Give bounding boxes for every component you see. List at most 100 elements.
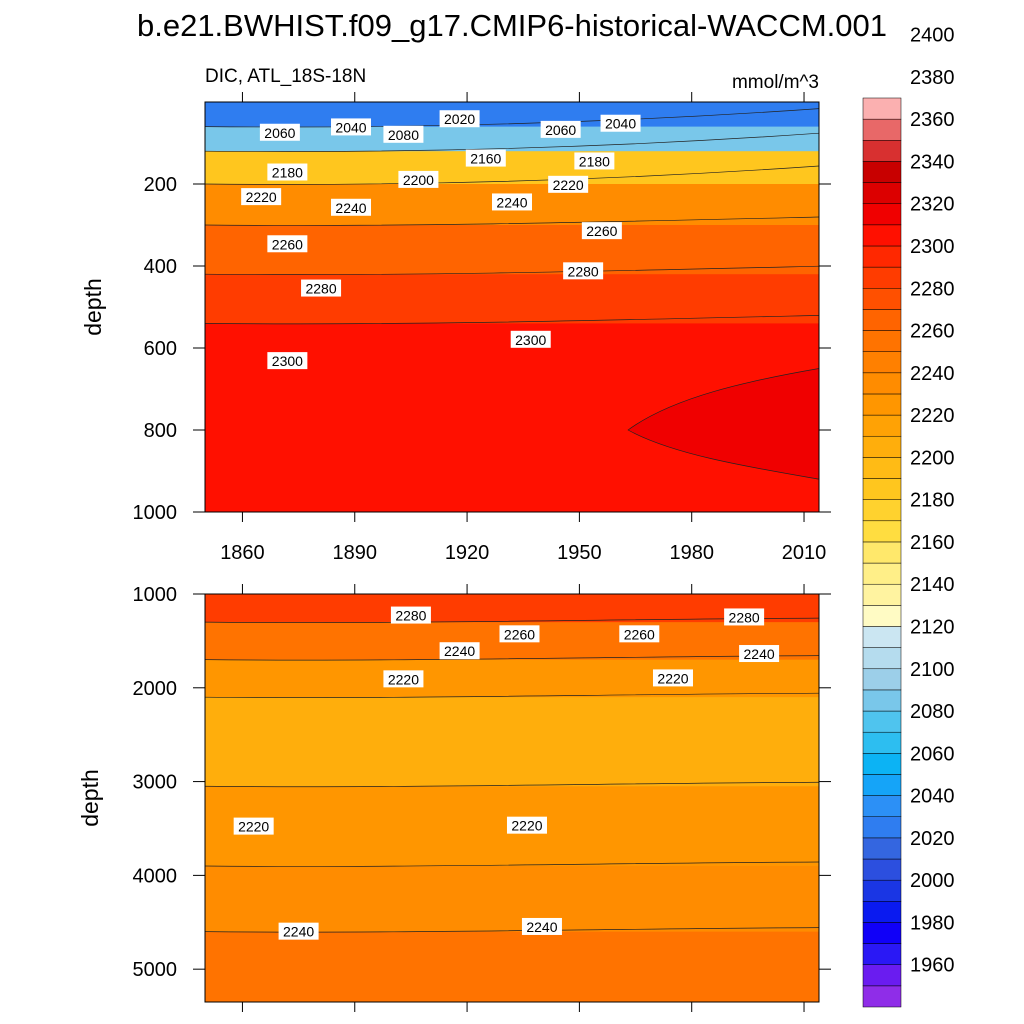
colorbar-tick-label: 2340 xyxy=(910,151,955,173)
colorbar-tick-label: 1960 xyxy=(910,955,955,977)
x-tick-label: 1950 xyxy=(557,542,602,564)
colorbar-swatch xyxy=(862,161,902,183)
colorbar-tick-label: 2260 xyxy=(910,321,955,343)
high-dic-region xyxy=(627,368,819,480)
svg-text:2220: 2220 xyxy=(238,819,269,835)
colorbar-swatch xyxy=(862,118,902,141)
y-tick-label: 3000 xyxy=(133,772,178,794)
colorbar-swatch xyxy=(862,140,902,162)
contour-line xyxy=(205,692,819,698)
contour-label: 2240 xyxy=(278,922,319,940)
colorbar-tick-label: 2160 xyxy=(910,532,955,554)
colorbar-swatch xyxy=(862,414,902,437)
contour-label: 2280 xyxy=(301,279,342,297)
colorbar-tick-label: 2300 xyxy=(910,236,955,258)
colorbar-tick-label: 2380 xyxy=(910,67,955,89)
x-tick-label: 1980 xyxy=(669,542,714,564)
svg-text:2220: 2220 xyxy=(246,189,277,205)
svg-text:2280: 2280 xyxy=(305,281,336,297)
colorbar-swatch xyxy=(862,710,902,733)
colorbar-swatch xyxy=(862,372,902,395)
y-tick-label: 5000 xyxy=(133,959,178,981)
colorbar-swatch xyxy=(862,689,902,712)
colorbar-swatch xyxy=(862,478,902,500)
contour-label: 2240 xyxy=(492,193,532,211)
contour-label: 2220 xyxy=(383,670,424,688)
lower-contour-fill xyxy=(205,594,819,1002)
svg-text:2040: 2040 xyxy=(335,119,366,135)
y-tick-label: 200 xyxy=(144,174,177,196)
colorbar-swatch xyxy=(862,97,902,120)
contour-label: 2240 xyxy=(739,645,780,663)
colorbar-swatch xyxy=(862,626,902,648)
colorbar-swatch xyxy=(862,647,902,670)
svg-text:2200: 2200 xyxy=(403,172,434,188)
colorbar-swatch xyxy=(862,266,902,289)
contour-label: 2220 xyxy=(241,188,282,206)
depth-band xyxy=(205,594,819,623)
contour-label: 2300 xyxy=(510,330,551,348)
colorbar-tick-label: 2280 xyxy=(910,278,955,300)
contour-label: 2260 xyxy=(267,235,308,253)
colorbar-tick-label: 2420 xyxy=(910,0,955,4)
svg-text:2160: 2160 xyxy=(470,151,501,167)
contour-label: 2180 xyxy=(574,152,615,170)
y-tick-label: 600 xyxy=(144,338,177,360)
svg-text:2240: 2240 xyxy=(444,643,475,659)
figure-title: b.e21.BWHIST.f09_g17.CMIP6-historical-WA… xyxy=(137,8,887,43)
y-tick-label: 1000 xyxy=(133,502,178,524)
lower-y-axis: 1000 2000 3000 4000 5000 xyxy=(133,584,831,981)
svg-text:2220: 2220 xyxy=(553,177,584,193)
upper-contour-lines xyxy=(205,108,819,480)
colorbar-swatch xyxy=(862,520,902,543)
colorbar-swatch xyxy=(862,309,902,331)
colorbar-swatch xyxy=(862,879,902,902)
contour-line xyxy=(205,216,819,226)
colorbar-swatch xyxy=(862,858,902,881)
svg-text:2240: 2240 xyxy=(744,646,775,662)
colorbar-swatch xyxy=(862,203,902,226)
colorbar-swatch xyxy=(862,753,902,775)
svg-text:2180: 2180 xyxy=(579,153,610,169)
contour-label: 2280 xyxy=(563,262,604,280)
colorbar-swatch xyxy=(862,435,902,458)
svg-text:2260: 2260 xyxy=(272,236,303,252)
svg-text:2240: 2240 xyxy=(283,924,314,940)
colorbar-swatch xyxy=(862,605,902,627)
contour-line xyxy=(205,315,819,325)
contour-line xyxy=(205,132,819,152)
svg-text:2280: 2280 xyxy=(568,263,599,279)
contour-label: 2280 xyxy=(724,608,765,626)
svg-text:2060: 2060 xyxy=(545,122,576,138)
colorbar-swatch xyxy=(862,583,902,606)
colorbar-tick-label: 2020 xyxy=(910,828,955,850)
colorbar-swatch xyxy=(862,245,902,268)
depth-band xyxy=(205,274,819,324)
colorbar-swatch xyxy=(862,985,902,1008)
x-tick-label: 1920 xyxy=(445,542,490,564)
colorbar-swatch xyxy=(862,330,902,352)
depth-band xyxy=(205,697,819,787)
colorbar-swatch xyxy=(862,288,902,310)
colorbar-swatch xyxy=(862,457,902,479)
contour-label: 2040 xyxy=(331,118,372,136)
svg-text:2260: 2260 xyxy=(586,223,617,239)
colorbar-swatch xyxy=(862,499,902,522)
colorbar-tick-label: 2040 xyxy=(910,786,955,808)
colorbar-swatch xyxy=(862,774,902,796)
colorbar-tick-label: 2080 xyxy=(910,701,955,723)
colorbar-swatch xyxy=(862,837,902,860)
contour-label: 2260 xyxy=(499,625,540,643)
colorbar-tick-label: 2060 xyxy=(910,743,955,765)
colorbar: 1960 1980 2000 2020 2040 2060 2080 2100 2120 2140… xyxy=(862,0,955,1008)
colorbar-tick-label: 2000 xyxy=(910,870,955,892)
lower-contour-labels: 2280 2260 2240 2220 2260 2280 2240 2220 2220 2220… xyxy=(233,606,780,940)
contour-label: 2260 xyxy=(619,625,660,643)
svg-text:2300: 2300 xyxy=(515,332,546,348)
depth-band xyxy=(205,659,819,698)
colorbar-swatch xyxy=(862,922,902,944)
lower-x-axis xyxy=(241,584,805,1012)
svg-text:2280: 2280 xyxy=(395,608,426,624)
contour-line xyxy=(205,781,819,788)
